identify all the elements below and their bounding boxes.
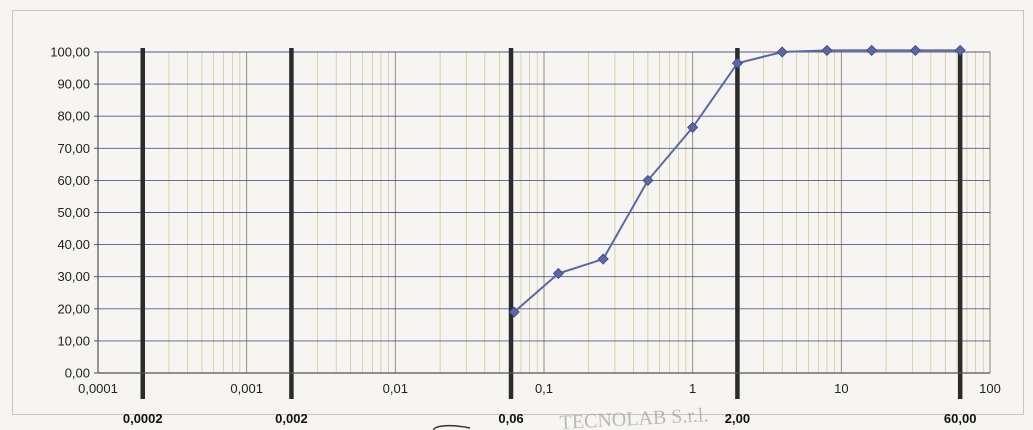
stamp: TECNOLAB S.r.l. <box>433 404 709 430</box>
y-tick-label: 90,00 <box>57 77 90 92</box>
size-boundary-label: 2,00 <box>725 411 750 426</box>
size-boundary-label: 60,00 <box>944 411 977 426</box>
data-point-marker <box>776 46 788 58</box>
y-tick-label: 100,00 <box>50 45 90 60</box>
axis-layer: 0,0010,0020,0030,0040,0050,0060,0070,008… <box>50 45 1001 397</box>
size-boundary-label: 0,06 <box>498 411 523 426</box>
y-tick-label: 80,00 <box>57 109 90 124</box>
chart-frame <box>12 10 1024 415</box>
data-point-marker <box>687 121 699 134</box>
data-point-marker <box>508 306 520 318</box>
x-tick-label: 100 <box>979 381 1001 396</box>
data-point-marker <box>597 253 609 265</box>
y-tick-label: 0,00 <box>65 366 90 381</box>
data-point-marker <box>821 44 833 56</box>
y-tick-label: 10,00 <box>57 333 90 348</box>
data-point-marker <box>954 44 966 56</box>
x-tick-label: 0,1 <box>535 381 553 396</box>
data-point-marker <box>552 267 564 280</box>
series-layer <box>508 44 966 318</box>
x-tick-label: 0,0001 <box>78 381 118 396</box>
y-tick-label: 50,00 <box>57 205 90 220</box>
y-tick-label: 70,00 <box>57 141 90 156</box>
y-tick-label: 20,00 <box>57 301 90 316</box>
size-boundary-label: 0,0002 <box>123 411 163 426</box>
y-tick-label: 30,00 <box>57 269 90 284</box>
stamp-text: TECNOLAB S.r.l. <box>559 404 709 430</box>
data-point-marker <box>731 57 743 69</box>
stamp-signature-stroke <box>433 424 471 430</box>
y-tick-label: 40,00 <box>57 237 90 252</box>
x-tick-label: 10 <box>834 381 848 396</box>
size-boundary-label: 0,002 <box>275 411 308 426</box>
x-tick-label: 0,01 <box>383 381 408 396</box>
data-point-marker <box>642 174 654 186</box>
size-boundary-lines: 0,0002 0,002 0,06 2,00 60,00 <box>123 48 977 426</box>
data-point-marker <box>866 44 878 56</box>
y-tick-label: 60,00 <box>57 173 90 188</box>
grid-layer <box>97 51 991 374</box>
x-tick-label: 0,001 <box>230 381 263 396</box>
data-point-marker <box>909 44 921 56</box>
x-tick-label: 1 <box>689 381 696 396</box>
